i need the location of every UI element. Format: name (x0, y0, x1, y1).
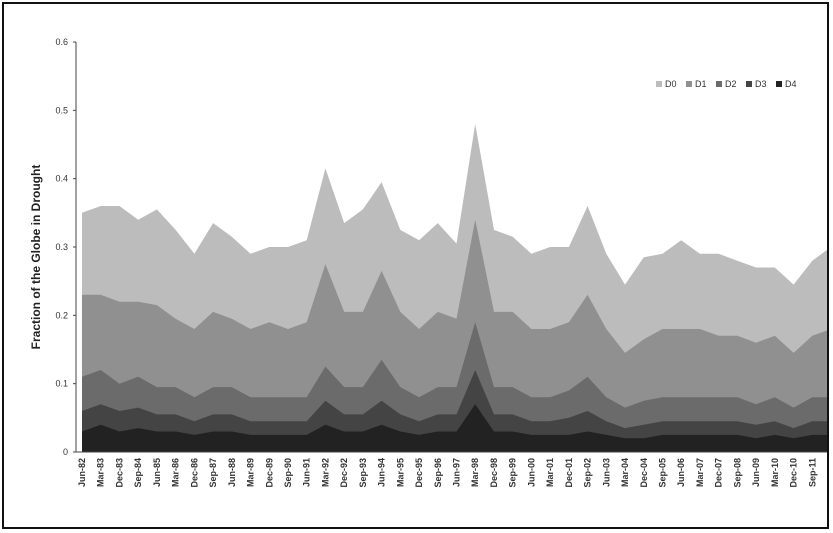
legend-label-d1: D1 (695, 79, 707, 89)
x-tick-label: Jun-94 (377, 458, 387, 487)
legend-swatch-d3 (746, 81, 752, 87)
y-tick-label: 0.6 (55, 37, 68, 47)
legend-label-d0: D0 (665, 79, 677, 89)
y-tick-label: 0 (63, 447, 68, 457)
y-tick-label: 0.3 (55, 242, 68, 252)
y-tick-label: 0.2 (55, 310, 68, 320)
y-tick-label: 0.5 (55, 105, 68, 115)
legend-label-d2: D2 (725, 79, 737, 89)
x-tick-label: Dec-04 (639, 458, 649, 488)
legend-swatch-d1 (686, 81, 692, 87)
x-tick-label: Dec-89 (264, 458, 274, 488)
area-series-d1 (82, 219, 827, 452)
x-tick-labels: Jun-82 Mar-83 Dec-83 Sep-84 Jun-85 Mar-86 Dec-… (77, 458, 829, 488)
legend: D0 D1 D2 D3 D4 (656, 79, 797, 89)
legend-swatch-d4 (776, 81, 782, 87)
x-tick-label: Sep-87 (208, 458, 218, 488)
x-tick-label: Jun-91 (302, 458, 312, 487)
y-tick-label: 0.1 (55, 379, 68, 389)
x-tick-label: Sep-93 (358, 458, 368, 488)
x-tick-label: Jun-06 (676, 458, 686, 487)
y-tick-label: 0.4 (55, 174, 68, 184)
x-tick-label: Jun-12 (826, 458, 829, 487)
legend-swatch-d2 (716, 81, 722, 87)
legend-label-d4: D4 (785, 79, 797, 89)
x-tick-label: Mar-04 (620, 458, 630, 487)
x-tick-label: Jun-85 (152, 458, 162, 487)
x-tick-label: Mar-95 (395, 458, 405, 487)
x-tick-label: Jun-03 (601, 458, 611, 487)
x-tick-label: Sep-05 (657, 458, 667, 488)
drought-area-chart: 0 0.1 0.2 0.3 0.4 0.5 0.6 Jun-82 Mar-83 Dec-83 Se… (29, 37, 829, 488)
legend-label-d3: D3 (755, 79, 767, 89)
x-tick-label: Dec-83 (114, 458, 124, 488)
x-tick-label: Sep-96 (433, 458, 443, 488)
x-tick-label: Mar-10 (770, 458, 780, 487)
x-tick-label: Sep-84 (133, 458, 143, 488)
x-tick-label: Mar-98 (470, 458, 480, 487)
y-tick-labels: 0 0.1 0.2 0.3 0.4 0.5 0.6 (55, 37, 76, 457)
x-tick-label: Dec-98 (489, 458, 499, 488)
x-tick-label: Mar-83 (96, 458, 106, 487)
y-axis-label: Fraction of the Globe in Drought (29, 165, 43, 350)
x-tick-label: Jun-09 (751, 458, 761, 487)
x-tick-label: Dec-86 (189, 458, 199, 488)
x-tick-label: Sep-99 (508, 458, 518, 488)
x-tick-label: Dec-01 (564, 458, 574, 488)
x-tick-label: Mar-89 (246, 458, 256, 487)
area-layers (82, 124, 827, 452)
x-tick-label: Dec-92 (339, 458, 349, 488)
x-tick-label: Mar-07 (695, 458, 705, 487)
area-series-d3 (82, 370, 827, 452)
legend-swatch-d0 (656, 81, 662, 87)
x-tick-label: Dec-95 (414, 458, 424, 488)
x-tick-label: Jun-82 (77, 458, 87, 487)
x-tick-label: Jun-00 (526, 458, 536, 487)
x-tick-label: Jun-97 (452, 458, 462, 487)
x-tick-label: Sep-11 (807, 458, 817, 487)
x-tick-label: Mar-01 (545, 458, 555, 487)
area-series-d4 (82, 404, 827, 452)
x-tick-label: Sep-90 (283, 458, 293, 488)
x-tick-label: Dec-10 (789, 458, 799, 488)
area-series-d2 (82, 322, 827, 452)
x-tick-label: Mar-86 (171, 458, 181, 487)
x-tick-label: Dec-07 (714, 458, 724, 488)
x-tick-label: Sep-02 (583, 458, 593, 488)
x-tick-label: Jun-88 (227, 458, 237, 487)
x-tick-label: Sep-08 (732, 458, 742, 488)
x-tick-label: Mar-92 (320, 458, 330, 487)
